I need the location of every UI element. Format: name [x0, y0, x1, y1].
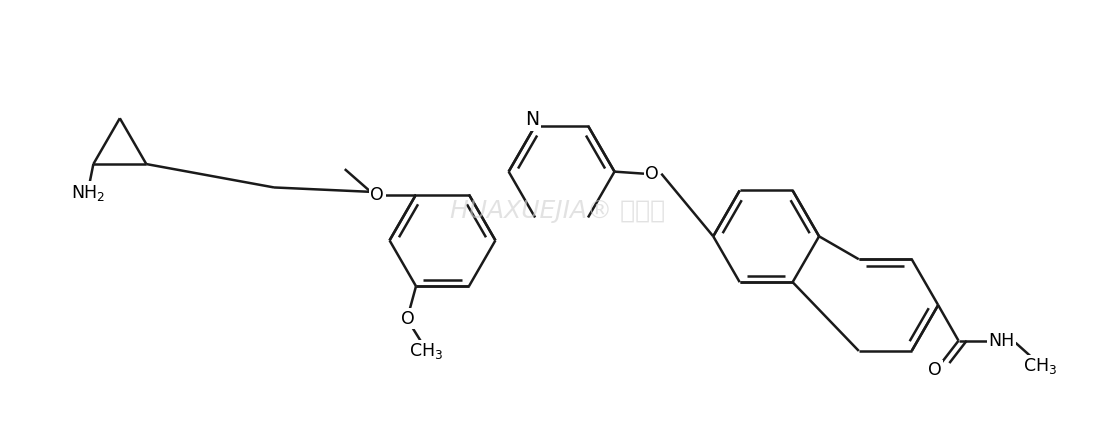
Text: HUAXUEJIA® 化学加: HUAXUEJIA® 化学加 [450, 199, 665, 223]
Text: O: O [401, 310, 415, 328]
Text: CH$_3$: CH$_3$ [409, 341, 444, 361]
Text: O: O [370, 186, 385, 204]
Text: NH: NH [988, 332, 1015, 350]
Text: CH$_3$: CH$_3$ [1022, 356, 1057, 376]
Text: N: N [525, 110, 540, 129]
Text: O: O [646, 165, 659, 183]
Text: NH$_2$: NH$_2$ [71, 183, 105, 203]
Text: O: O [929, 361, 942, 379]
